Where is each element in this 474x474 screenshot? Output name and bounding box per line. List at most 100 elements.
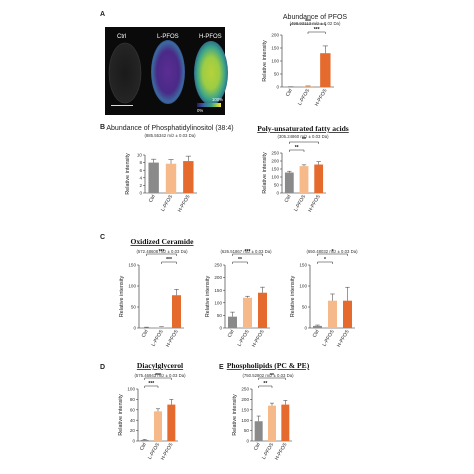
category-label: H-PFOS [165, 328, 180, 348]
category-label: L-PFOS [151, 328, 166, 347]
bar-l-pfos [302, 86, 314, 87]
panel-label-e: E [219, 364, 224, 371]
category-label: Ctrl [148, 194, 157, 204]
bar-l-pfos [299, 166, 309, 193]
significance-bracket [232, 253, 263, 256]
chart-subtitle: (498.93113 m/z ± 0.02 Da) [290, 21, 341, 26]
chart-subtitle: (650.48032 m/z ± 0.03 Da) [306, 249, 358, 254]
bar-h-pfos [258, 292, 267, 328]
significance-label: ** [270, 373, 274, 379]
category-label: H-PFOS [160, 441, 175, 461]
scale-bar [111, 105, 133, 106]
color-scale-min: 0% [197, 108, 203, 113]
bar-l-pfos [243, 297, 252, 328]
chart-subtitle: (885.55342 m/z ± 0.03 Da) [144, 133, 196, 138]
y-tick-label: 50 [274, 183, 280, 188]
tissue-h-pfos [194, 41, 228, 105]
significance-label: *** [166, 257, 172, 263]
panel-label-c: C [100, 234, 105, 241]
chart-subtitle: (750.52802 m/z ± 0.03 Da) [242, 373, 294, 378]
imaging-label-l-pfos: L-PFOS [157, 34, 179, 40]
bar-l-pfos [268, 405, 276, 441]
imaging-label-ctrl: Ctrl [117, 34, 126, 40]
chart-oc1: Oxidized Ceramide (572.48608 m/z ± 0.03 D… [119, 237, 194, 348]
chart-subtitle: (305.24860 m/z ± 0.03 Da) [277, 134, 329, 139]
y-tick-label: 0 [276, 191, 279, 196]
significance-label: *** [245, 249, 251, 255]
y-tick-label: 50 [274, 72, 280, 77]
y-tick-label: 0 [139, 191, 142, 196]
category-label: Ctrl [253, 442, 262, 452]
significance-label: ** [263, 381, 267, 387]
significance-label: *** [159, 249, 165, 255]
y-tick-label: 20 [130, 428, 136, 433]
bar-h-pfos [183, 161, 194, 193]
chart-title: Diacylglycerol [137, 361, 183, 370]
y-tick-label: 150 [271, 167, 279, 172]
charts: Abundance of PFOS(498.93113 m/z ± 0.02 D… [106, 14, 358, 461]
category-label: Ctrl [227, 329, 236, 339]
y-tick-label: 100 [214, 300, 222, 305]
category-label: L-PFOS [160, 193, 175, 212]
bar-ctrl [228, 316, 237, 328]
y-axis-label: Relative intensity [232, 394, 238, 436]
significance-label: *** [314, 27, 320, 33]
y-tick-label: 150 [299, 263, 307, 268]
y-tick-label: 0 [219, 326, 222, 331]
category-label: L-PFOS [293, 193, 308, 212]
bar-h-pfos [343, 300, 352, 328]
significance-bracket [144, 377, 172, 380]
y-tick-label: 0 [276, 85, 279, 90]
significance-label: ** [238, 257, 242, 263]
tissue-ctrl [108, 42, 142, 104]
y-tick-label: 100 [271, 59, 279, 64]
y-tick-label: 50 [244, 428, 250, 433]
category-label: H-PFOS [307, 193, 322, 213]
chart-oc3: (650.48032 m/z ± 0.03 Da) 0 50 100 150 Relati… [290, 249, 358, 348]
chart-oc2: (626.51867 m/z ± 0.03 Da) 0 50 100 150 200 250… [205, 249, 272, 348]
bar-h-pfos [320, 53, 331, 87]
y-axis-label: Relative intensity [262, 40, 268, 82]
y-tick-label: 250 [241, 387, 249, 392]
category-label: H-PFOS [177, 193, 192, 213]
significance-bracket [161, 261, 177, 264]
y-tick-label: 100 [299, 284, 307, 289]
significance-label: ** [302, 137, 306, 143]
chart-pi: Abundance of Phosphatidylinositol (38:4)… [106, 125, 233, 213]
chart-title: Abundance of PFOS [283, 14, 348, 21]
y-tick-label: 40 [130, 418, 136, 423]
y-tick-label: 100 [271, 175, 279, 180]
y-tick-label: 50 [217, 313, 223, 318]
y-tick-label: 250 [271, 151, 279, 156]
y-axis-label: Relative intensity [119, 275, 125, 317]
chart-subtitle: (626.51867 m/z ± 0.03 Da) [220, 249, 272, 254]
intensity-color-scale [197, 103, 221, 107]
significance-label: *** [155, 373, 161, 379]
significance-bracket [290, 23, 326, 26]
y-axis-label: Relative intensity [125, 153, 131, 195]
significance-bracket [317, 253, 348, 256]
bar-l-pfos [165, 163, 177, 193]
chart-title: Oxidized Ceramide [130, 237, 194, 246]
bar-ctrl [313, 325, 322, 328]
y-tick-label: 50 [131, 305, 137, 310]
bar-l-pfos [157, 327, 166, 328]
category-label: H-PFOS [274, 441, 289, 461]
panel-label-a: A [100, 11, 105, 18]
y-tick-label: 6 [139, 168, 142, 173]
panel-label-b: B [100, 124, 105, 131]
significance-label: * [324, 257, 326, 263]
significance-bracket [317, 261, 333, 264]
category-label: H-PFOS [314, 87, 329, 107]
bar-h-pfos [172, 295, 181, 328]
significance-bracket [289, 141, 319, 144]
color-scale-max: 100% [212, 97, 223, 102]
significance-bracket [289, 149, 305, 152]
significance-label: *** [305, 19, 311, 25]
chart-subtitle: (572.48608 m/z ± 0.03 Da) [136, 249, 188, 254]
significance-bracket [258, 377, 286, 380]
category-label: Ctrl [141, 329, 150, 339]
y-tick-label: 250 [214, 263, 222, 268]
bar-h-pfos [167, 404, 176, 441]
